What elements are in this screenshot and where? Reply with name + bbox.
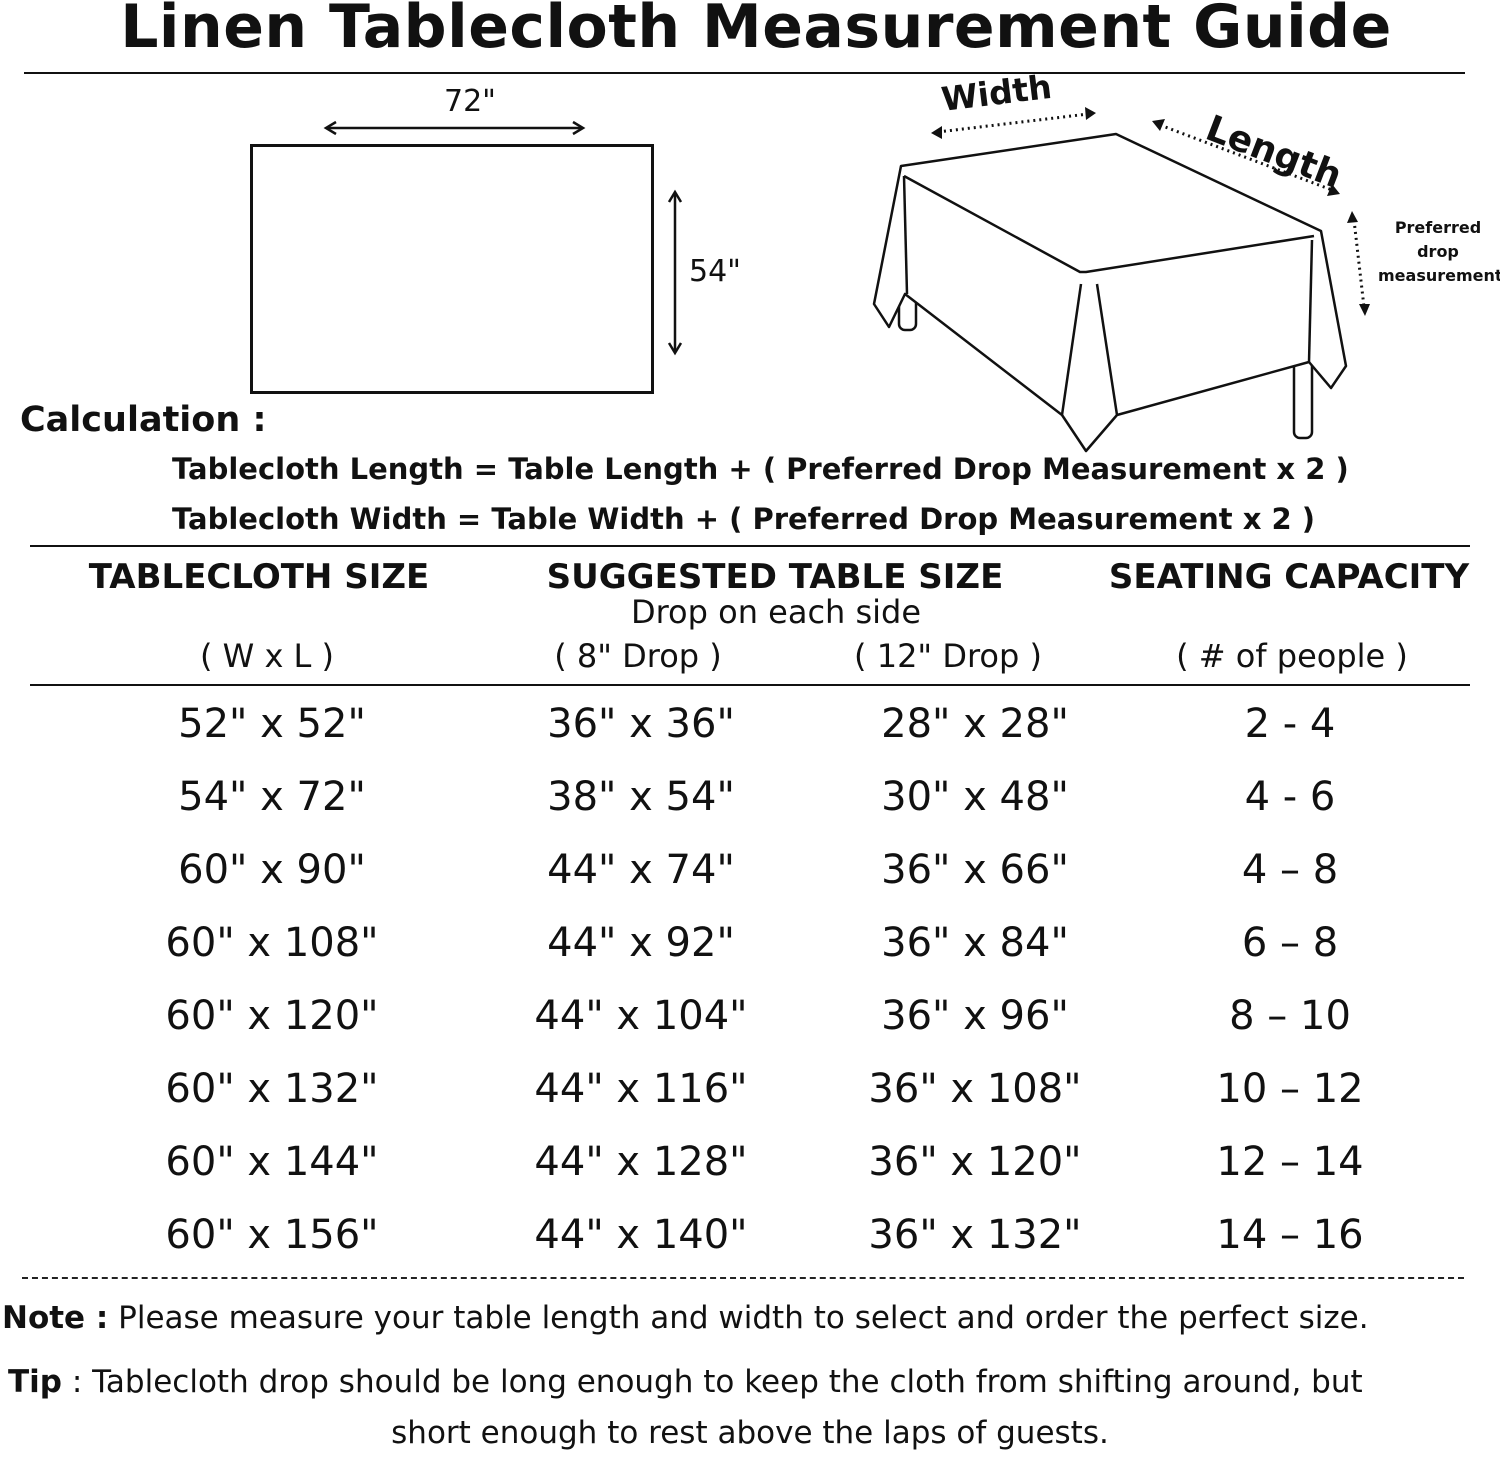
cell-seating-capacity: 8 – 10 xyxy=(1229,993,1351,1039)
cell-table-size-8-drop: 44" x 92" xyxy=(547,920,735,966)
title-divider xyxy=(24,72,1465,74)
cell-table-size-12-drop: 36" x 66" xyxy=(881,847,1069,893)
page-title: Linen Tablecloth Measurement Guide xyxy=(120,0,1392,62)
header-seating-sub: ( # of people ) xyxy=(1176,637,1408,675)
cell-table-size-12-drop: 36" x 84" xyxy=(881,920,1069,966)
cell-seating-capacity: 4 – 8 xyxy=(1241,847,1339,893)
note-text: Please measure your table length and wid… xyxy=(108,1300,1369,1336)
cell-tablecloth-size: 54" x 72" xyxy=(178,774,366,820)
tip-label: Tip xyxy=(8,1364,62,1400)
note-line: Note : Please measure your table length … xyxy=(2,1300,1369,1336)
flat-tablecloth-diagram xyxy=(250,144,654,394)
cell-tablecloth-size: 60" x 132" xyxy=(165,1066,379,1112)
cell-table-size-8-drop: 44" x 116" xyxy=(534,1066,748,1112)
cell-seating-capacity: 2 - 4 xyxy=(1244,701,1336,747)
cell-tablecloth-size: 60" x 90" xyxy=(178,847,366,893)
cell-seating-capacity: 14 – 16 xyxy=(1216,1212,1364,1258)
header-size-sub: ( W x L ) xyxy=(199,637,335,675)
diagram-graphics xyxy=(323,107,1370,453)
cell-seating-capacity: 10 – 12 xyxy=(1216,1066,1364,1112)
note-label: Note : xyxy=(2,1300,109,1336)
flat-height-label: 54" xyxy=(689,254,741,289)
table-illustration-icon xyxy=(872,132,1348,453)
tip-text: : Tablecloth drop should be long enough … xyxy=(61,1364,1363,1400)
cell-table-size-8-drop: 44" x 128" xyxy=(534,1139,748,1185)
cell-tablecloth-size: 60" x 144" xyxy=(165,1139,379,1185)
cell-seating-capacity: 6 – 8 xyxy=(1241,920,1339,966)
cell-tablecloth-size: 60" x 108" xyxy=(165,920,379,966)
header-seating-capacity: SEATING CAPACITY xyxy=(1108,557,1470,597)
cell-table-size-8-drop: 44" x 140" xyxy=(534,1212,748,1258)
cell-table-size-12-drop: 36" x 96" xyxy=(881,993,1069,1039)
header-drop12: ( 12" Drop ) xyxy=(854,637,1042,675)
cell-table-size-8-drop: 36" x 36" xyxy=(547,701,735,747)
table-length-arrow-icon xyxy=(1159,123,1333,192)
tip-line: Tip : Tablecloth drop should be long eno… xyxy=(8,1364,1363,1400)
flat-width-label: 72" xyxy=(444,84,496,119)
cell-table-size-12-drop: 36" x 120" xyxy=(868,1139,1082,1185)
cell-table-size-8-drop: 38" x 54" xyxy=(547,774,735,820)
cell-seating-capacity: 12 – 14 xyxy=(1216,1139,1364,1185)
header-divider xyxy=(30,684,1470,686)
cell-table-size-12-drop: 36" x 132" xyxy=(868,1212,1082,1258)
header-drop-note: Drop on each side xyxy=(630,593,922,631)
calculation-label: Calculation : xyxy=(20,400,267,440)
cell-seating-capacity: 4 - 6 xyxy=(1244,774,1336,820)
cell-tablecloth-size: 52" x 52" xyxy=(178,701,366,747)
drop-label-line: Preferred xyxy=(1394,218,1482,237)
width-formula: Tablecloth Width = Table Width + ( Prefe… xyxy=(172,502,1316,536)
drop-label: Preferred drop measurement xyxy=(1378,216,1500,288)
width-arrow-icon xyxy=(323,120,586,136)
cell-table-size-8-drop: 44" x 74" xyxy=(547,847,735,893)
cell-table-size-12-drop: 30" x 48" xyxy=(881,774,1069,820)
table-width-arrow-icon xyxy=(937,112,1089,134)
drop-label-line: measurement xyxy=(1378,266,1500,285)
cell-table-size-12-drop: 36" x 108" xyxy=(868,1066,1082,1112)
cell-table-size-8-drop: 44" x 104" xyxy=(534,993,748,1039)
cell-table-size-12-drop: 28" x 28" xyxy=(881,701,1069,747)
footer-divider xyxy=(22,1277,1464,1279)
header-tablecloth-size: TABLECLOTH SIZE xyxy=(88,557,430,597)
header-suggested-table-size: SUGGESTED TABLE SIZE xyxy=(546,557,1004,597)
table-top-divider xyxy=(30,545,1470,547)
cell-tablecloth-size: 60" x 120" xyxy=(165,993,379,1039)
drop-label-line: drop xyxy=(1417,242,1459,261)
tip-text-continued: short enough to rest above the laps of g… xyxy=(391,1415,1109,1451)
header-drop8: ( 8" Drop ) xyxy=(554,637,722,675)
drop-arrow-icon xyxy=(1352,219,1366,308)
cell-tablecloth-size: 60" x 156" xyxy=(165,1212,379,1258)
length-formula: Tablecloth Length = Table Length + ( Pre… xyxy=(172,452,1349,486)
height-arrow-icon xyxy=(667,189,683,356)
